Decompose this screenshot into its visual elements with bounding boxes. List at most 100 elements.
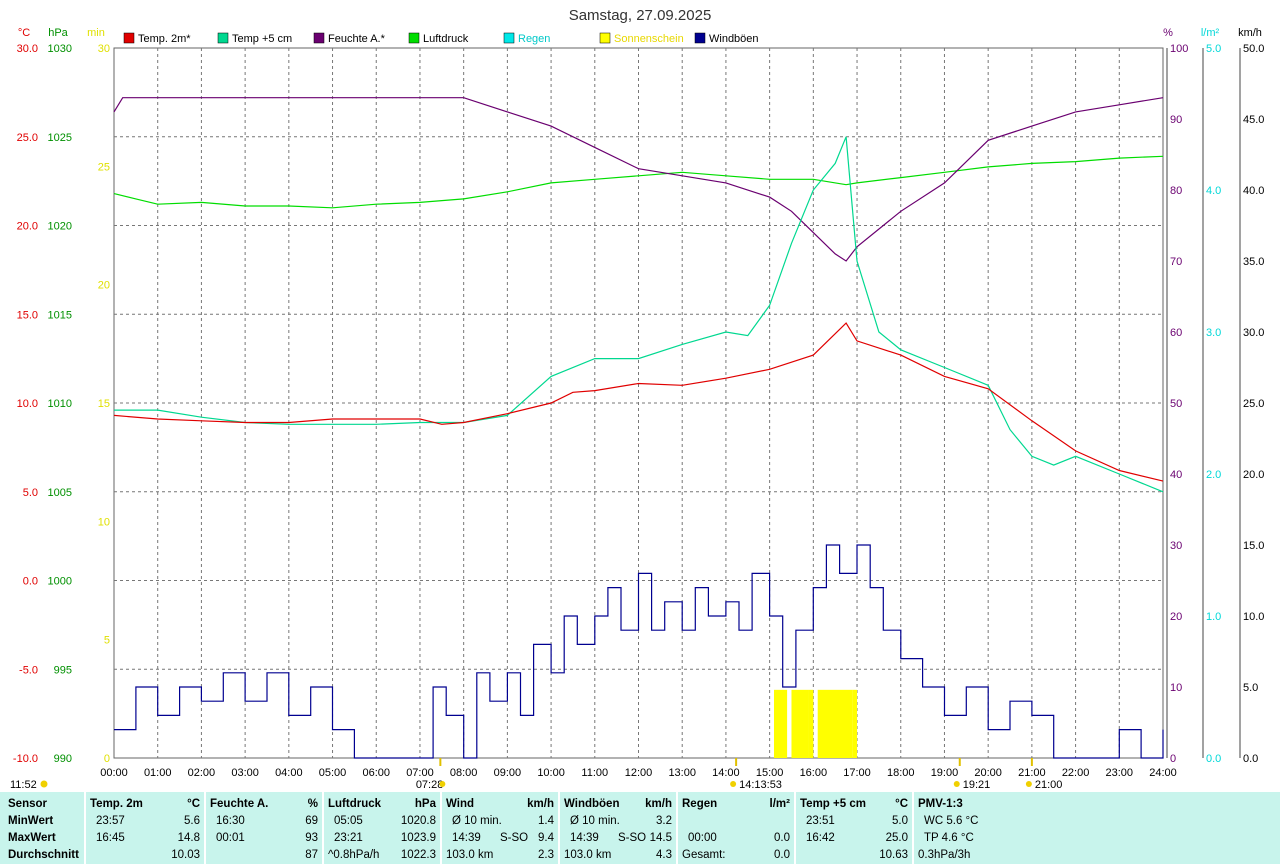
humidity-axis-tick: 100 (1170, 43, 1188, 55)
pressure-axis-tick: 990 (54, 753, 72, 765)
wind-axis-tick: 5.0 (1243, 682, 1258, 694)
sun-axis-tick: 20 (98, 280, 110, 292)
wind-axis-unit: km/h (1238, 27, 1262, 39)
clock-time: 11:52 (10, 779, 37, 791)
x-tick-label: 21:00 (1018, 767, 1046, 779)
stats-avg-value: 10.03 (171, 849, 200, 861)
stats-min-time: Ø 10 min. (452, 815, 502, 827)
sunshine-bar (791, 689, 809, 758)
stats-group-name: Regen (682, 798, 718, 810)
pressure-axis-tick: 1000 (48, 576, 72, 588)
stats-max-time: 14:39 (452, 832, 481, 844)
stats-max-time: 16:42 (806, 832, 835, 844)
stats-max-time: 00:00 (688, 832, 717, 844)
x-tick-label: 17:00 (843, 767, 871, 779)
stats-row-max: MaxWert (8, 832, 56, 844)
stats-avg-value: 4.3 (656, 849, 672, 861)
stats-max-value: 1023.9 (400, 832, 436, 844)
sunshine-bar (817, 689, 853, 758)
stats-min-value: 5.6 (184, 815, 200, 827)
pressure-axis-unit: hPa (48, 27, 68, 39)
stats-min-time: 23:51 (806, 815, 835, 827)
stats-group-name: Windböen (564, 798, 620, 810)
stats-min-value: 1.4 (538, 815, 554, 827)
humidity-axis-tick: 30 (1170, 540, 1182, 552)
weather-chart: Samstag, 27.09.2025 00:00 01:00 02:00 03:00 0… (10, 7, 1264, 791)
stats-group-unit: °C (895, 798, 908, 810)
rain-axis-tick: 5.0 (1206, 43, 1221, 55)
wind-axis-tick: 35.0 (1243, 256, 1264, 268)
stats-max-value: 14.8 (177, 832, 200, 844)
legend-label-sun: Sonnenschein (614, 33, 684, 45)
stats-separator (676, 792, 678, 864)
sunset-time: 19:21 (963, 779, 991, 791)
sun-axis-unit: min (87, 27, 105, 39)
humidity-axis-tick: 70 (1170, 256, 1182, 268)
x-tick-label: 07:00 (406, 767, 434, 779)
moon-icon (1025, 781, 1032, 787)
wind-axis-tick: 0.0 (1243, 753, 1258, 765)
legend-label-rain: Regen (518, 33, 550, 45)
stats-max-value: 25.0 (885, 832, 908, 844)
clock-sun-icon (40, 780, 48, 788)
stats-max-direction: S-SO (618, 832, 647, 844)
rain-axis-unit: l/m² (1201, 27, 1220, 39)
humidity-axis-tick: 60 (1170, 327, 1182, 339)
pressure-axis-tick: 1020 (48, 221, 72, 233)
x-tick-label: 12:00 (625, 767, 653, 779)
stats-max-time: 00:01 (216, 832, 245, 844)
pressure-axis-tick: 1010 (48, 398, 72, 410)
wind-gust-line (114, 544, 1164, 759)
x-tick-label: 02:00 (188, 767, 216, 779)
stats-max-time: 14:39 (570, 832, 599, 844)
legend-swatch-press (408, 32, 420, 44)
legend-label-hum: Feuchte A.* (328, 33, 386, 45)
stats-group-unit: hPa (414, 798, 436, 810)
stats-separator (794, 792, 796, 864)
x-tick-label: 15:00 (756, 767, 784, 779)
legend-label-gust: Windböen (709, 33, 759, 45)
stats-min-value: 1020.8 (400, 815, 436, 827)
stats-min-value: 3.2 (656, 815, 672, 827)
stats-max-value: 14.5 (649, 832, 672, 844)
x-tick-label: 19:00 (931, 767, 959, 779)
rain-axis-tick: 4.0 (1206, 185, 1221, 197)
stats-group-unit: km/h (527, 798, 554, 810)
x-tick-label: 24:00 (1149, 767, 1177, 779)
legend-label-temp: Temp. 2m* (138, 33, 191, 45)
stats-group-unit: % (307, 798, 318, 810)
wind-axis-tick: 45.0 (1243, 114, 1264, 126)
x-tick-label: 14:00 (712, 767, 740, 779)
stats-group-name: PMV-1:3 (918, 798, 963, 810)
stats-max-value: 93 (305, 832, 318, 844)
sun-axis-tick: 30 (98, 43, 110, 55)
x-tick-label: 10:00 (537, 767, 565, 779)
legend-swatch-gust (694, 32, 706, 44)
temp-axis-tick: -5.0 (19, 664, 38, 676)
stats-max-direction: S-SO (500, 832, 529, 844)
stats-min-time: WC 5.6 °C (924, 815, 979, 827)
x-tick-label: 03:00 (231, 767, 259, 779)
x-tick-label: 16:00 (800, 767, 828, 779)
sunshine-bar (773, 689, 788, 758)
moon-time: 21:00 (1035, 779, 1063, 791)
pressure-axis-tick: 1005 (48, 487, 72, 499)
legend-label-temp5: Temp +5 cm (232, 33, 292, 45)
sun-peak-time: 14:13:53 (739, 779, 782, 791)
stats-row-avg: Durchschnitt (8, 849, 79, 861)
wind-axis-tick: 30.0 (1243, 327, 1264, 339)
temp-axis-tick: 5.0 (23, 487, 38, 499)
stats-avg-value: 87 (305, 849, 318, 861)
x-tick-label: 11:00 (581, 767, 608, 779)
x-tick-label: 06:00 (362, 767, 390, 779)
pressure-axis-tick: 1025 (48, 132, 72, 144)
x-tick-label: 09:00 (494, 767, 522, 779)
stats-separator (440, 792, 442, 864)
temp-2m-line (113, 322, 1164, 482)
stats-max-value: 9.4 (538, 832, 554, 844)
humidity-axis-tick: 10 (1170, 682, 1182, 694)
x-tick-label: 22:00 (1062, 767, 1090, 779)
rain-axis-tick: 2.0 (1206, 469, 1221, 481)
stats-avg-value: 0.0 (774, 849, 790, 861)
x-tick-label: 04:00 (275, 767, 303, 779)
